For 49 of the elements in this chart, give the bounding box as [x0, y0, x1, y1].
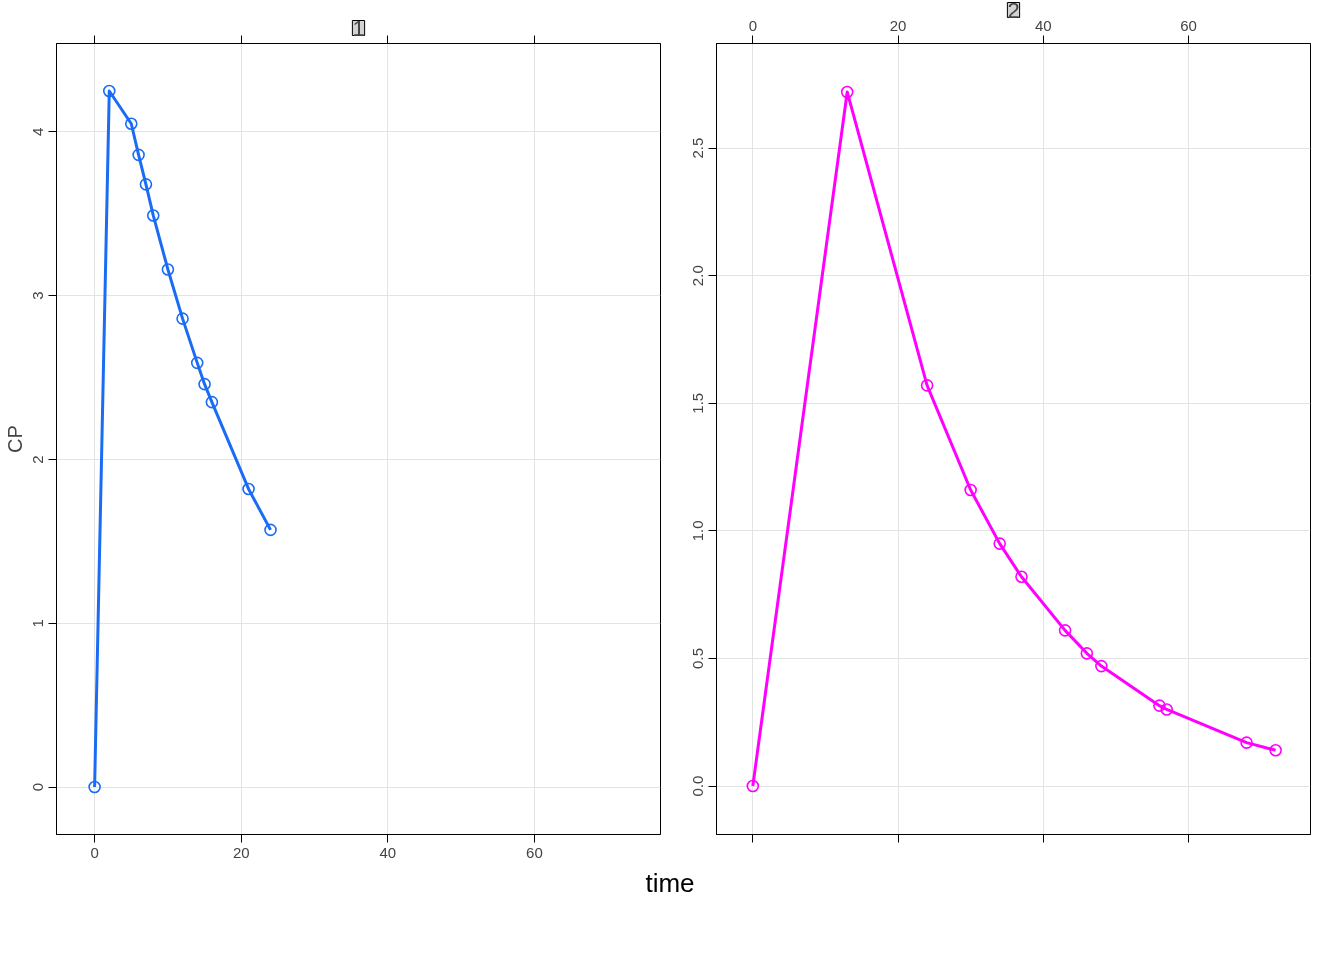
- x-tick-label: 40: [379, 843, 397, 861]
- point: [920, 379, 934, 392]
- point: [88, 780, 101, 794]
- y-tick-label: 1.0: [689, 520, 707, 542]
- point: [1080, 647, 1094, 660]
- y-tick-label: 4: [29, 127, 47, 137]
- y-axis-title: CP: [3, 425, 26, 453]
- y-tick-label: 2.5: [689, 137, 707, 159]
- point: [1095, 659, 1108, 673]
- y-tick-label: 1.5: [689, 392, 707, 414]
- point: [1269, 744, 1282, 757]
- point: [205, 395, 219, 409]
- x-axis-title: time: [645, 867, 695, 900]
- point: [176, 312, 189, 325]
- point: [242, 482, 255, 496]
- x-tick-label: 20: [232, 843, 250, 861]
- point: [146, 209, 160, 222]
- point: [964, 483, 977, 497]
- y-tick-label: 0: [29, 782, 47, 792]
- point: [198, 377, 211, 391]
- point: [161, 263, 175, 276]
- point: [1153, 699, 1166, 712]
- point: [124, 117, 138, 131]
- point: [993, 537, 1006, 550]
- x-tick-label: 0: [748, 16, 757, 34]
- x-tick-label: 0: [90, 843, 99, 861]
- y-tick-label: 0.0: [689, 775, 707, 797]
- point: [1240, 736, 1253, 749]
- chart-title: 1: [352, 15, 365, 41]
- y-tick-label: 0.5: [689, 648, 707, 669]
- y-tick-label: 1: [29, 619, 47, 628]
- point: [102, 84, 116, 98]
- point: [746, 779, 760, 793]
- x-tick-label: 60: [1180, 16, 1197, 34]
- point: [1015, 570, 1028, 584]
- point: [840, 85, 854, 99]
- y-tick-label: 3: [29, 291, 47, 300]
- x-tick-label: 40: [1034, 16, 1052, 34]
- y-tick-label: 2.0: [689, 265, 707, 287]
- point: [190, 356, 204, 370]
- point: [132, 148, 145, 162]
- point: [139, 178, 153, 191]
- point: [264, 523, 277, 537]
- x-tick-label: 20: [889, 16, 907, 34]
- y-tick-label: 2: [29, 455, 47, 464]
- point: [1058, 624, 1072, 637]
- chart-title: 2: [1007, 0, 1020, 23]
- x-tick-label: 60: [526, 843, 543, 861]
- point: [1160, 703, 1174, 716]
